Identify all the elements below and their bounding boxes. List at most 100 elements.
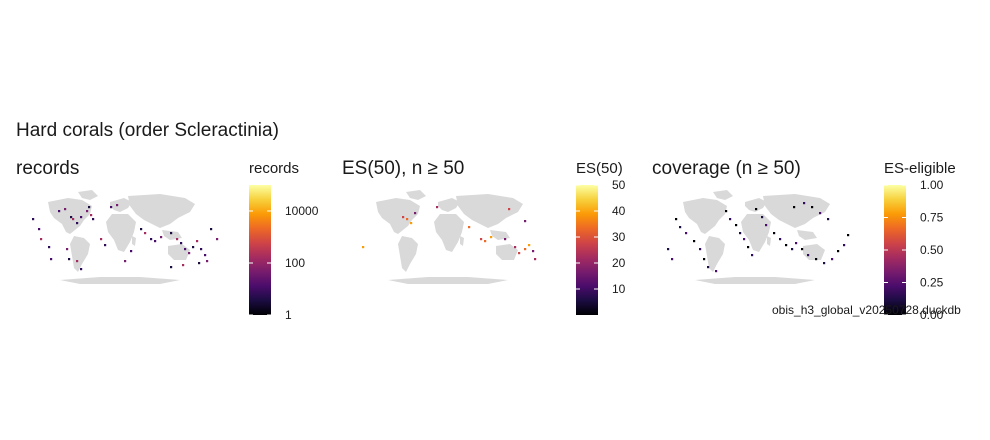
data-cell <box>200 248 203 251</box>
legend-es50: 10 20 30 40 50 <box>576 178 626 315</box>
data-cell <box>70 216 73 219</box>
data-cell <box>725 210 728 213</box>
data-cell <box>76 260 79 263</box>
land-shape <box>767 236 771 246</box>
data-cell <box>154 240 157 243</box>
data-cell <box>755 208 758 211</box>
data-cell <box>40 238 43 241</box>
data-cell <box>685 232 688 235</box>
data-cell <box>66 248 69 251</box>
data-cell <box>170 232 173 235</box>
land-shape <box>398 236 418 272</box>
data-cell <box>699 248 702 251</box>
data-cell <box>715 270 718 273</box>
data-cell <box>534 258 537 261</box>
data-cell <box>490 236 493 239</box>
land-shape <box>128 194 195 228</box>
data-cell <box>64 208 67 211</box>
data-cell <box>785 244 788 247</box>
legend-tick-label: 20 <box>612 256 626 270</box>
data-cell <box>815 258 818 261</box>
data-cell <box>747 246 750 249</box>
data-cell <box>468 226 471 229</box>
data-cell <box>124 260 127 263</box>
data-cell <box>773 232 776 235</box>
data-cell <box>751 254 754 257</box>
legend-coverage: 0.00 0.25 0.50 0.75 1.00 <box>884 178 944 322</box>
land-shape <box>741 214 771 252</box>
land-shape <box>695 277 815 284</box>
land-shape <box>434 214 464 252</box>
legend-colorbar <box>884 185 906 315</box>
data-cell <box>176 238 179 241</box>
data-cell <box>184 248 187 251</box>
data-cell <box>100 238 103 241</box>
data-source-caption: obis_h3_global_v20250728.duckdb <box>772 303 961 317</box>
data-cell <box>188 252 191 255</box>
land-shape <box>70 236 90 272</box>
data-cell <box>90 214 93 217</box>
chart-title: Hard corals (order Scleractinia) <box>16 120 279 141</box>
data-cell <box>807 254 810 257</box>
data-cell <box>827 218 830 221</box>
panel-title-coverage: coverage (n ≥ 50) <box>652 158 801 179</box>
data-cell <box>524 248 527 251</box>
land-shape <box>496 244 518 260</box>
data-cell <box>743 238 746 241</box>
legend-colorbar <box>249 185 271 315</box>
land-shape <box>763 194 830 228</box>
data-cell <box>362 246 365 249</box>
data-cell <box>92 218 95 221</box>
data-cell <box>735 224 738 227</box>
land-shape <box>490 230 510 240</box>
data-cell <box>671 258 674 261</box>
data-cell <box>150 238 153 241</box>
data-cell <box>514 246 517 249</box>
data-cell <box>86 210 89 213</box>
land-shape <box>456 194 523 228</box>
data-cell <box>823 262 826 265</box>
legend-tick-label: 1 <box>285 308 292 322</box>
data-cell <box>104 244 107 247</box>
land-shape <box>797 230 817 240</box>
data-cell <box>667 248 670 251</box>
land-shape <box>683 198 727 234</box>
data-cell <box>765 224 768 227</box>
land-shape <box>803 244 825 260</box>
data-cell <box>707 266 710 269</box>
data-cell <box>210 228 213 231</box>
data-cell <box>206 260 209 263</box>
data-cell <box>180 242 183 245</box>
data-cell <box>192 246 195 249</box>
data-cell <box>819 212 822 215</box>
data-cell <box>216 238 219 241</box>
data-cell <box>518 252 521 255</box>
land-shape <box>705 236 725 272</box>
land-shape <box>110 198 132 212</box>
land-shape <box>132 236 136 246</box>
data-cell <box>38 228 41 231</box>
data-cell <box>170 266 173 269</box>
data-cell <box>414 212 417 215</box>
data-cell <box>761 216 764 219</box>
data-cell <box>693 240 696 243</box>
data-cell <box>675 218 678 221</box>
data-cell <box>528 244 531 247</box>
data-cell <box>32 218 35 221</box>
map-es50 <box>362 190 537 284</box>
data-cell <box>679 226 682 229</box>
land-shape <box>168 244 190 260</box>
land-shape <box>78 190 98 200</box>
data-cell <box>130 250 133 253</box>
map-records <box>32 190 219 284</box>
legend-tick-label: 10000 <box>285 204 319 218</box>
data-cell <box>532 250 535 253</box>
data-cell <box>739 232 742 235</box>
data-cell <box>410 222 413 225</box>
legend-tick-label: 100 <box>285 256 305 270</box>
legend-colorbar <box>576 185 598 315</box>
panel-title-records: records <box>16 158 80 179</box>
land-shape <box>60 277 180 284</box>
legend-tick-label: 0.50 <box>920 243 944 257</box>
land-shape <box>713 190 733 200</box>
